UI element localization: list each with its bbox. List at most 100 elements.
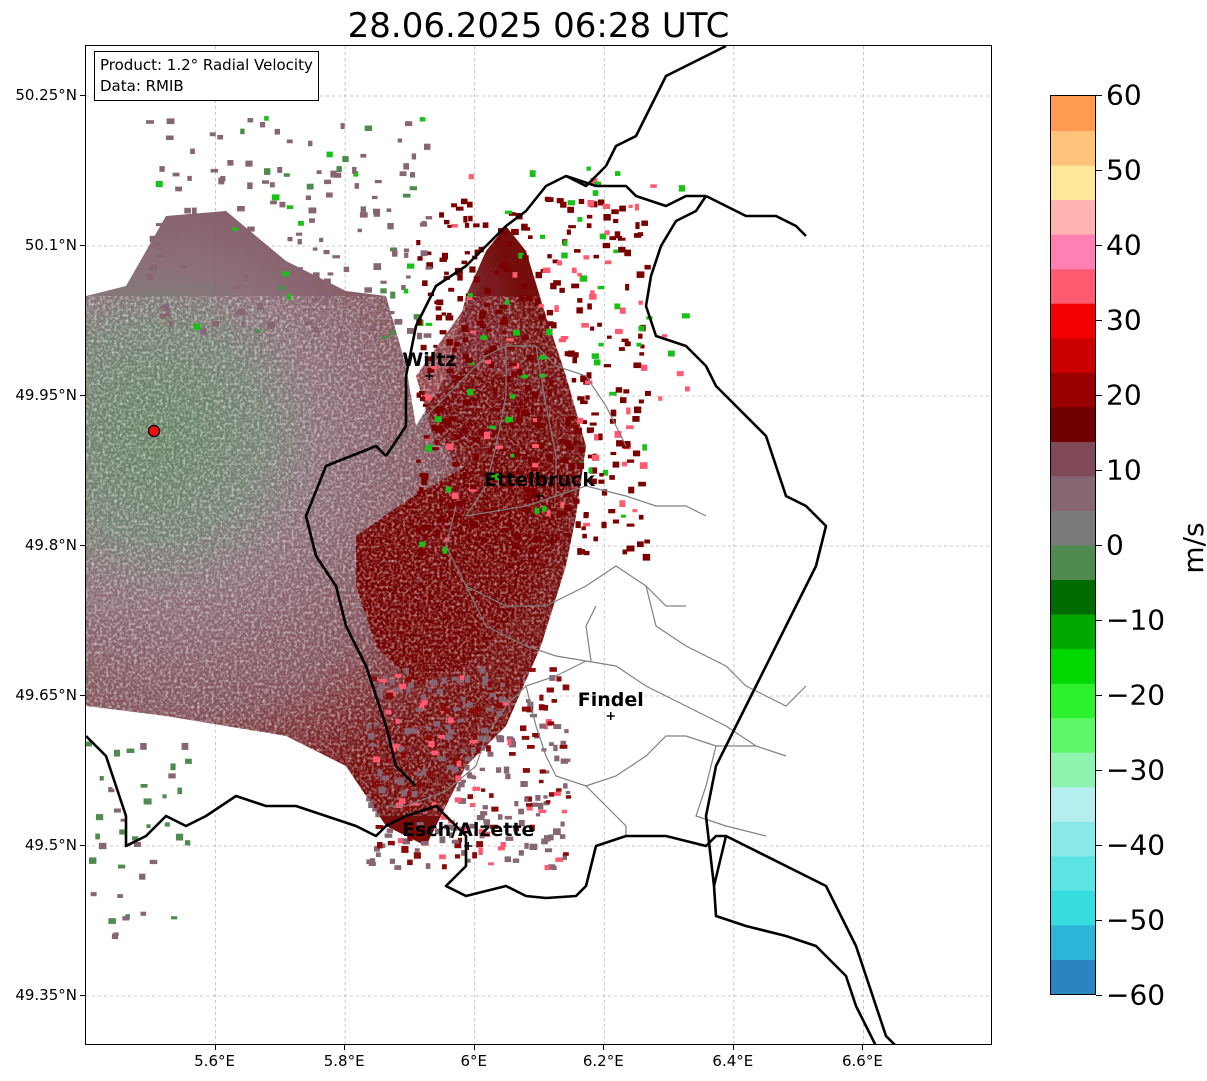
lon-tick-mark (732, 1045, 734, 1050)
echo-speck (573, 352, 579, 358)
echo-speck (176, 233, 182, 241)
echo-speck (209, 132, 216, 137)
colorbar-tick-label: −10 (1106, 603, 1166, 637)
echo-speck (425, 216, 433, 220)
echo-speck (509, 362, 517, 367)
echo-speck (526, 355, 534, 361)
echo-speck (410, 802, 418, 806)
echo-speck (140, 743, 147, 750)
echo-speck (439, 212, 444, 218)
echo-speck (441, 312, 446, 316)
echo-speck (237, 308, 246, 315)
echo-speck (573, 440, 581, 444)
echo-speck (155, 180, 163, 188)
echo-speck (518, 850, 524, 856)
echo-speck (555, 857, 564, 862)
echo-speck (530, 547, 537, 553)
colorbar-segment (1051, 821, 1095, 857)
echo-speck (520, 725, 527, 731)
colorbar-tick-label: 20 (1106, 378, 1142, 412)
radar-echo-field (86, 211, 606, 846)
echo-speck (165, 135, 174, 140)
echo-speck (443, 774, 448, 780)
echo-speck (556, 676, 562, 682)
echo-speck (414, 848, 420, 852)
echo-speck (521, 335, 529, 341)
echo-speck (149, 859, 158, 865)
echo-speck (561, 252, 568, 259)
echo-speck (581, 526, 586, 531)
echo-speck (442, 864, 447, 870)
echo-speck (240, 128, 245, 135)
echo-speck (458, 782, 465, 788)
echo-speck (287, 294, 292, 300)
echo-speck (594, 434, 599, 441)
echo-speck (467, 389, 474, 396)
echo-speck (122, 916, 130, 921)
scattered-echoes (86, 116, 690, 940)
echo-speck (561, 809, 568, 814)
echo-speck (467, 201, 473, 208)
colorbar-segment (1051, 96, 1095, 132)
echo-speck (589, 467, 598, 474)
echo-speck (526, 805, 533, 811)
echo-speck (528, 668, 536, 672)
echo-speck (419, 702, 425, 710)
echo-speck (185, 758, 192, 764)
echo-speck (227, 160, 234, 166)
echo-speck (592, 190, 599, 196)
echo-speck (556, 198, 564, 204)
colorbar-unit: m/s (1177, 522, 1207, 574)
echo-speck (311, 298, 320, 302)
echo-speck (572, 498, 580, 504)
echo-speck (378, 684, 385, 690)
echo-speck (621, 338, 629, 342)
echo-speck (457, 274, 463, 281)
echo-speck (559, 287, 565, 293)
echo-speck (486, 707, 494, 712)
echo-speck (500, 842, 506, 847)
colorbar-tick-mark (1096, 170, 1102, 171)
echo-speck (421, 221, 427, 225)
echo-speck (316, 170, 322, 174)
echo-speck (427, 688, 432, 693)
echo-speck (434, 300, 442, 305)
echo-speck (538, 314, 546, 320)
echo-speck (117, 894, 123, 898)
echo-speck (525, 699, 531, 703)
echo-speck (380, 280, 387, 284)
echo-speck (451, 203, 457, 208)
echo-speck (474, 706, 482, 712)
echo-speck (636, 271, 645, 278)
city-label: Ettelbruck (484, 469, 595, 491)
echo-speck (434, 416, 442, 422)
echo-speck (539, 355, 547, 360)
echo-speck (357, 228, 362, 233)
colorbar-segment (1051, 337, 1095, 373)
radar-map[interactable]: Wiltz Ettelbruck Findel Esch/Alzette (85, 45, 992, 1045)
echo-speck (560, 201, 567, 208)
echo-speck (184, 840, 191, 846)
echo-speck (618, 347, 625, 351)
echo-speck (480, 743, 489, 749)
echo-speck (548, 864, 556, 870)
echo-speck (563, 758, 571, 762)
echo-speck (266, 324, 274, 330)
echo-speck (484, 360, 492, 364)
radar-site-marker[interactable] (147, 424, 161, 438)
echo-speck (546, 800, 551, 804)
echo-speck (619, 500, 626, 508)
colorbar-tick-mark (1096, 620, 1102, 621)
lon-tick-mark (603, 1045, 605, 1050)
echo-speck (427, 735, 432, 741)
echo-speck (140, 784, 148, 788)
echo-speck (604, 230, 610, 236)
colorbar-tick-label: −60 (1106, 978, 1166, 1012)
echo-speck (526, 506, 532, 514)
echo-speck (267, 321, 276, 328)
lon-tick-label: 5.8°E (323, 1052, 365, 1070)
echo-speck (406, 275, 411, 279)
echo-speck (245, 160, 253, 167)
echo-speck (577, 298, 583, 303)
echo-speck (494, 270, 499, 275)
